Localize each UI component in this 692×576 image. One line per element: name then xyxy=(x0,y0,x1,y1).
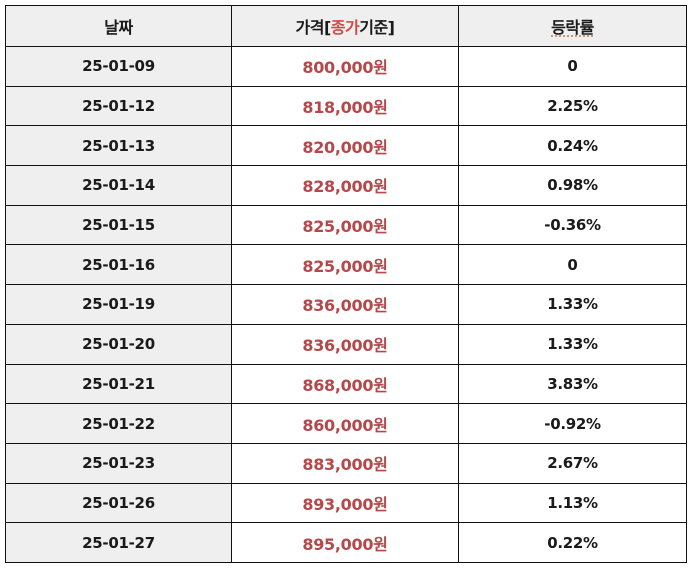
rate-cell: 0.22% xyxy=(458,522,687,563)
table-row: 25-01-21 868,000원 3.83% xyxy=(5,363,687,405)
rate-cell: 1.33% xyxy=(458,323,687,365)
rate-cell: -0.36% xyxy=(458,204,687,246)
price-cell: 836,000원 xyxy=(231,323,459,365)
header-row: 날짜 가격[종가기준] 등락률 xyxy=(5,5,687,47)
date-cell: 25-01-26 xyxy=(5,482,232,524)
price-cell: 818,000원 xyxy=(231,85,459,127)
header-rate-label: 등락률 xyxy=(551,18,594,37)
table-row: 25-01-12 818,000원 2.25% xyxy=(5,85,687,127)
price-cell: 868,000원 xyxy=(231,363,459,405)
rate-cell: 2.67% xyxy=(458,442,687,484)
rate-cell: 1.33% xyxy=(458,284,687,325)
date-cell: 25-01-09 xyxy=(5,46,232,87)
price-cell: 893,000원 xyxy=(231,482,459,524)
header-date: 날짜 xyxy=(5,5,232,47)
table-row: 25-01-19 836,000원 1.33% xyxy=(5,284,687,325)
date-cell: 25-01-21 xyxy=(5,363,232,405)
table-row: 25-01-13 820,000원 0.24% xyxy=(5,125,687,167)
table-row: 25-01-14 828,000원 0.98% xyxy=(5,165,687,206)
price-cell: 836,000원 xyxy=(231,284,459,325)
rate-cell: 0 xyxy=(458,244,687,286)
price-cell: 828,000원 xyxy=(231,165,459,206)
header-price-highlight: 종가 xyxy=(330,18,360,37)
date-cell: 25-01-27 xyxy=(5,522,232,563)
price-cell: 825,000원 xyxy=(231,244,459,286)
price-cell: 825,000원 xyxy=(231,204,459,246)
header-rate: 등락률 xyxy=(458,5,687,47)
rate-cell: 0.24% xyxy=(458,125,687,167)
table-row: 25-01-22 860,000원 -0.92% xyxy=(5,403,687,444)
date-cell: 25-01-12 xyxy=(5,85,232,127)
date-cell: 25-01-16 xyxy=(5,244,232,286)
rate-cell: 0.98% xyxy=(458,165,687,206)
table-row: 25-01-23 883,000원 2.67% xyxy=(5,442,687,484)
date-cell: 25-01-13 xyxy=(5,125,232,167)
rate-cell: -0.92% xyxy=(458,403,687,444)
rate-cell: 1.13% xyxy=(458,482,687,524)
table-row: 25-01-26 893,000원 1.13% xyxy=(5,482,687,524)
header-price-prefix: 가격[ xyxy=(295,18,332,37)
price-table: 날짜 가격[종가기준] 등락률 25-01-09 800,000원 0 25-01-1… xyxy=(5,5,687,563)
date-cell: 25-01-22 xyxy=(5,403,232,444)
table-row: 25-01-20 836,000원 1.33% xyxy=(5,323,687,365)
table-row: 25-01-09 800,000원 0 xyxy=(5,46,687,87)
rate-cell: 0 xyxy=(458,46,687,87)
price-cell: 800,000원 xyxy=(231,46,459,87)
price-cell: 883,000원 xyxy=(231,442,459,484)
date-cell: 25-01-20 xyxy=(5,323,232,365)
price-cell: 860,000원 xyxy=(231,403,459,444)
date-cell: 25-01-23 xyxy=(5,442,232,484)
price-cell: 820,000원 xyxy=(231,125,459,167)
price-cell: 895,000원 xyxy=(231,522,459,563)
table-row: 25-01-15 825,000원 -0.36% xyxy=(5,204,687,246)
header-price-suffix: 기준] xyxy=(359,18,395,37)
date-cell: 25-01-19 xyxy=(5,284,232,325)
rate-cell: 3.83% xyxy=(458,363,687,405)
rate-cell: 2.25% xyxy=(458,85,687,127)
table-row: 25-01-16 825,000원 0 xyxy=(5,244,687,286)
header-price: 가격[종가기준] xyxy=(231,5,459,47)
date-cell: 25-01-15 xyxy=(5,204,232,246)
table-row: 25-01-27 895,000원 0.22% xyxy=(5,522,687,563)
date-cell: 25-01-14 xyxy=(5,165,232,206)
